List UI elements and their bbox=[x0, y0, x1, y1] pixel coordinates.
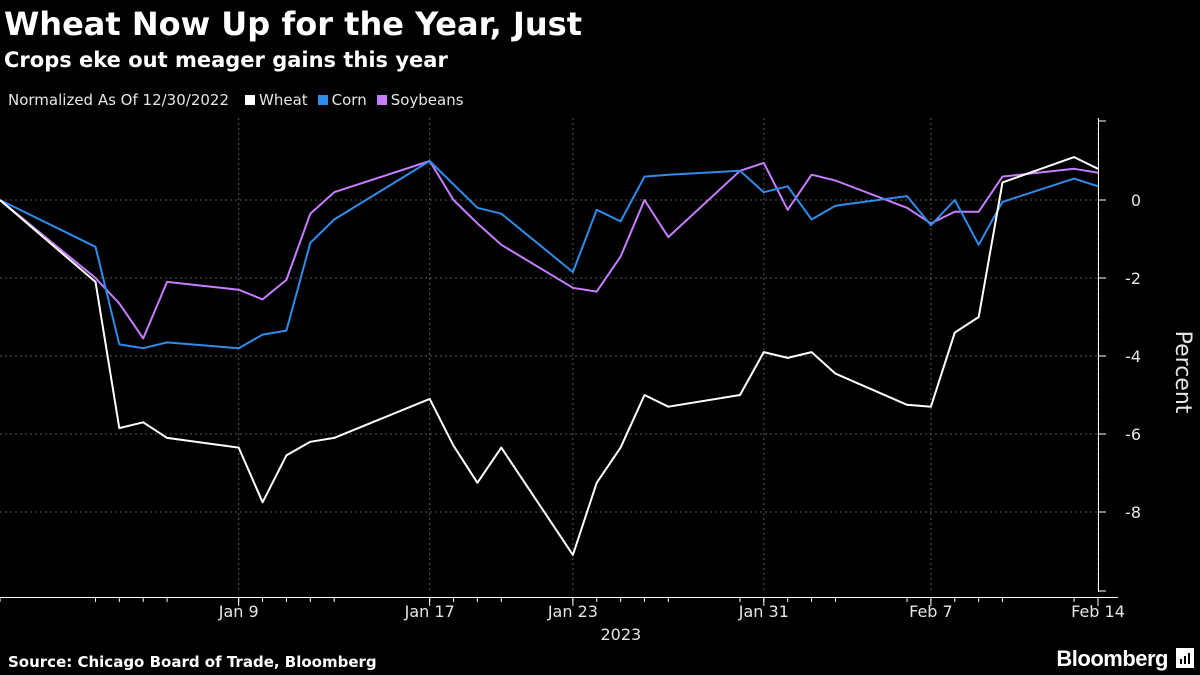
legend-swatch-corn bbox=[317, 95, 328, 105]
legend-swatch-wheat bbox=[245, 95, 255, 105]
legend-entry-wheat: Wheat bbox=[245, 90, 308, 110]
series-line-soybeans bbox=[0, 160, 1099, 340]
x-tick-label-1: Jan 17 bbox=[404, 602, 455, 621]
x-year-label: 2023 bbox=[601, 625, 642, 644]
x-tick-label-3: Jan 31 bbox=[738, 602, 789, 621]
y-tick-label-0: 0 bbox=[1131, 191, 1141, 210]
y-tick-label-4: -8 bbox=[1125, 503, 1141, 522]
legend-label-wheat: Wheat bbox=[259, 91, 308, 109]
y-tick-label-3: -6 bbox=[1125, 425, 1141, 444]
bloomberg-logo: Bloomberg bbox=[1056, 646, 1168, 671]
y-tick-label-1: -2 bbox=[1125, 269, 1141, 288]
x-tick-label-5: Feb 14 bbox=[1071, 602, 1125, 621]
legend-entry-soybeans: Soybeans bbox=[376, 90, 464, 110]
chart-subtitle: Crops eke out meager gains this year bbox=[4, 48, 448, 72]
legend-label-corn: Corn bbox=[331, 91, 367, 109]
x-tick-label-0: Jan 9 bbox=[218, 602, 259, 621]
legend: Normalized As Of 12/30/2022 Wheat Corn S… bbox=[8, 90, 474, 110]
legend-swatch-soybeans bbox=[376, 95, 387, 105]
x-tick-label-2: Jan 23 bbox=[547, 602, 598, 621]
series-line-wheat bbox=[0, 156, 1099, 556]
y-tick-label-2: -4 bbox=[1125, 347, 1141, 366]
legend-note: Normalized As Of 12/30/2022 bbox=[8, 91, 229, 109]
bloomberg-terminal-icon bbox=[1176, 648, 1194, 668]
series-line-corn bbox=[0, 160, 1099, 350]
y-axis-label: Percent bbox=[1170, 331, 1195, 414]
legend-label-soybeans: Soybeans bbox=[390, 91, 464, 109]
x-tick-label-4: Feb 7 bbox=[909, 602, 953, 621]
chart-title: Wheat Now Up for the Year, Just bbox=[4, 5, 582, 43]
legend-entry-corn: Corn bbox=[317, 90, 367, 110]
source-note: Source: Chicago Board of Trade, Bloomber… bbox=[8, 653, 377, 671]
